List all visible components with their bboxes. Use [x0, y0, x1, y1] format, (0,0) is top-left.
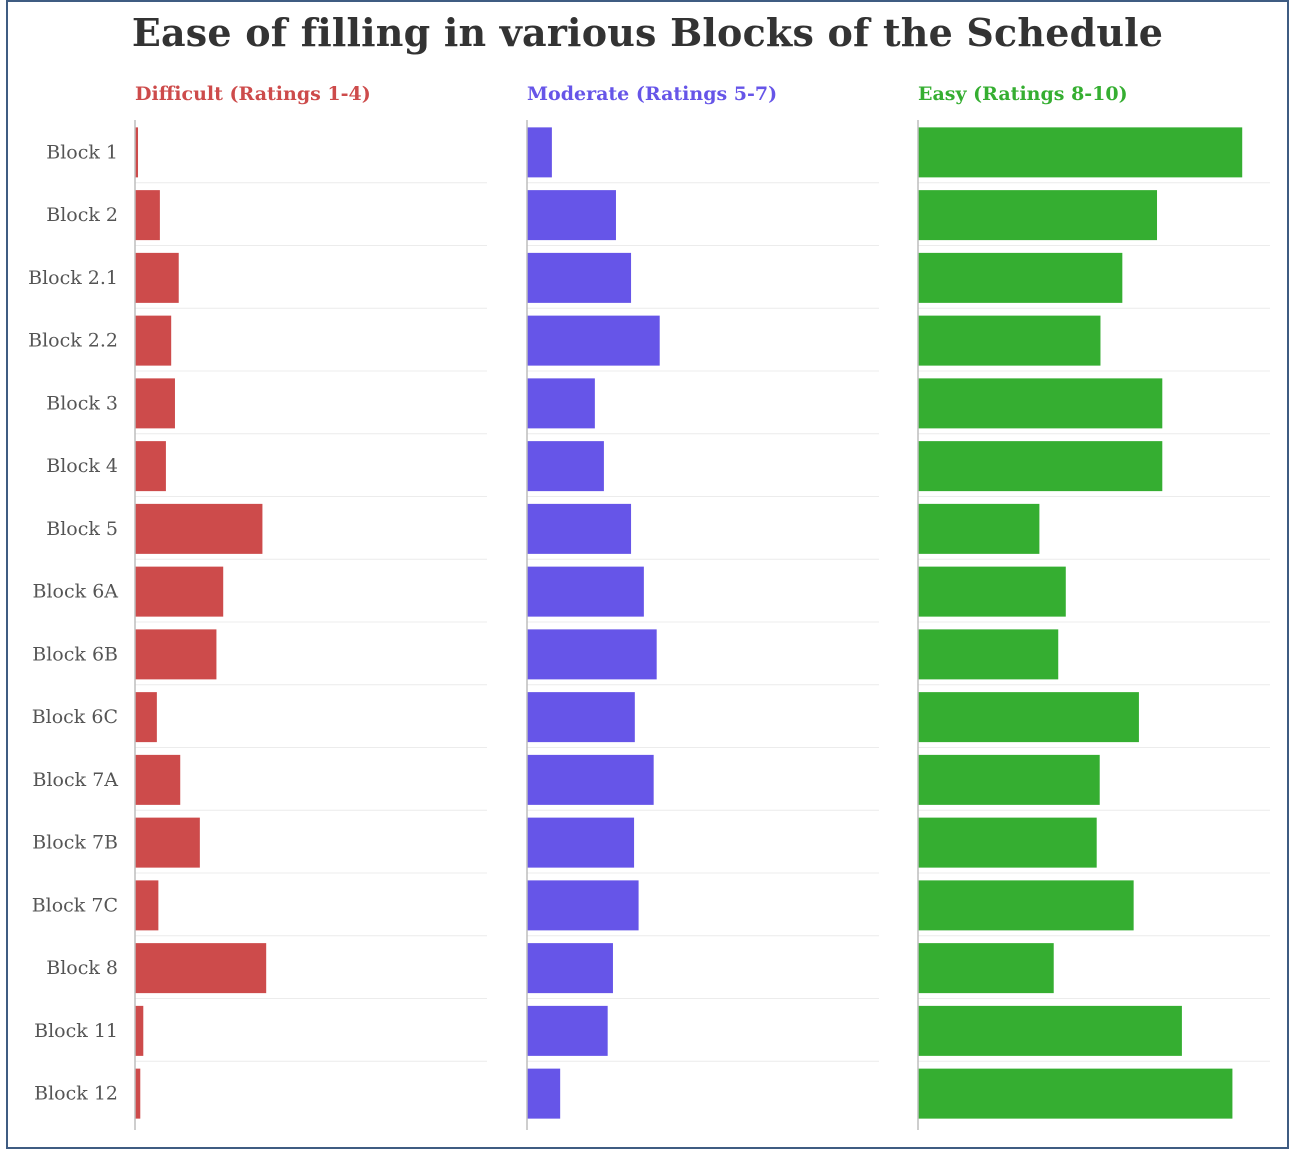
bar — [135, 441, 166, 492]
bar — [527, 943, 613, 994]
bar — [527, 127, 552, 178]
bar — [918, 1068, 1233, 1119]
bar — [135, 754, 181, 805]
chart-title: Ease of filling in various Blocks of the… — [131, 10, 1164, 55]
bar — [135, 252, 179, 303]
bar — [918, 503, 1040, 554]
bar — [135, 817, 200, 868]
bar — [918, 315, 1101, 366]
series-header: Moderate (Ratings 5-7) — [527, 83, 777, 105]
bar — [527, 754, 654, 805]
bar — [135, 692, 157, 743]
bar — [527, 1005, 608, 1056]
bar — [135, 378, 175, 429]
bar — [918, 252, 1123, 303]
category-label: Block 8 — [46, 957, 118, 979]
bar — [527, 1068, 561, 1119]
bar — [918, 880, 1134, 931]
bar — [135, 315, 172, 366]
category-label: Block 7A — [33, 769, 119, 791]
bar — [135, 503, 263, 554]
category-label: Block 6B — [32, 643, 118, 665]
bar — [527, 315, 660, 366]
series-header: Difficult (Ratings 1-4) — [135, 83, 371, 105]
bar — [135, 127, 139, 178]
bar — [527, 378, 595, 429]
bar — [135, 566, 224, 617]
category-label: Block 7B — [32, 832, 118, 854]
bar — [135, 943, 267, 994]
bar — [918, 1005, 1182, 1056]
bar — [527, 252, 632, 303]
bar — [527, 566, 644, 617]
category-label: Block 1 — [46, 141, 118, 163]
category-label: Block 11 — [34, 1020, 118, 1042]
bar — [918, 817, 1097, 868]
category-label: Block 7C — [32, 894, 118, 916]
bar — [918, 441, 1163, 492]
category-label: Block 2.1 — [28, 267, 118, 289]
bar — [527, 880, 639, 931]
category-label: Block 6A — [33, 581, 119, 603]
bar — [527, 817, 635, 868]
category-label: Block 6C — [32, 706, 118, 728]
category-label: Block 3 — [46, 392, 118, 414]
category-label: Block 2 — [46, 204, 118, 226]
bar — [918, 127, 1243, 178]
bar — [918, 378, 1163, 429]
bar — [135, 1005, 144, 1056]
bar — [918, 629, 1059, 680]
series-header: Easy (Ratings 8-10) — [918, 83, 1128, 105]
category-label: Block 2.2 — [28, 330, 118, 352]
bar — [135, 190, 160, 241]
bar — [918, 566, 1066, 617]
bar — [527, 692, 635, 743]
bar — [135, 880, 159, 931]
bar — [918, 943, 1054, 994]
category-label: Block 5 — [46, 518, 118, 540]
bar — [527, 441, 604, 492]
bar — [918, 190, 1158, 241]
bar — [135, 629, 217, 680]
category-label: Block 12 — [34, 1083, 118, 1105]
bar — [135, 1068, 141, 1119]
bar — [527, 190, 616, 241]
bar — [918, 754, 1100, 805]
bar — [527, 629, 657, 680]
category-label: Block 4 — [46, 455, 118, 477]
bar — [527, 503, 632, 554]
bar — [918, 692, 1139, 743]
